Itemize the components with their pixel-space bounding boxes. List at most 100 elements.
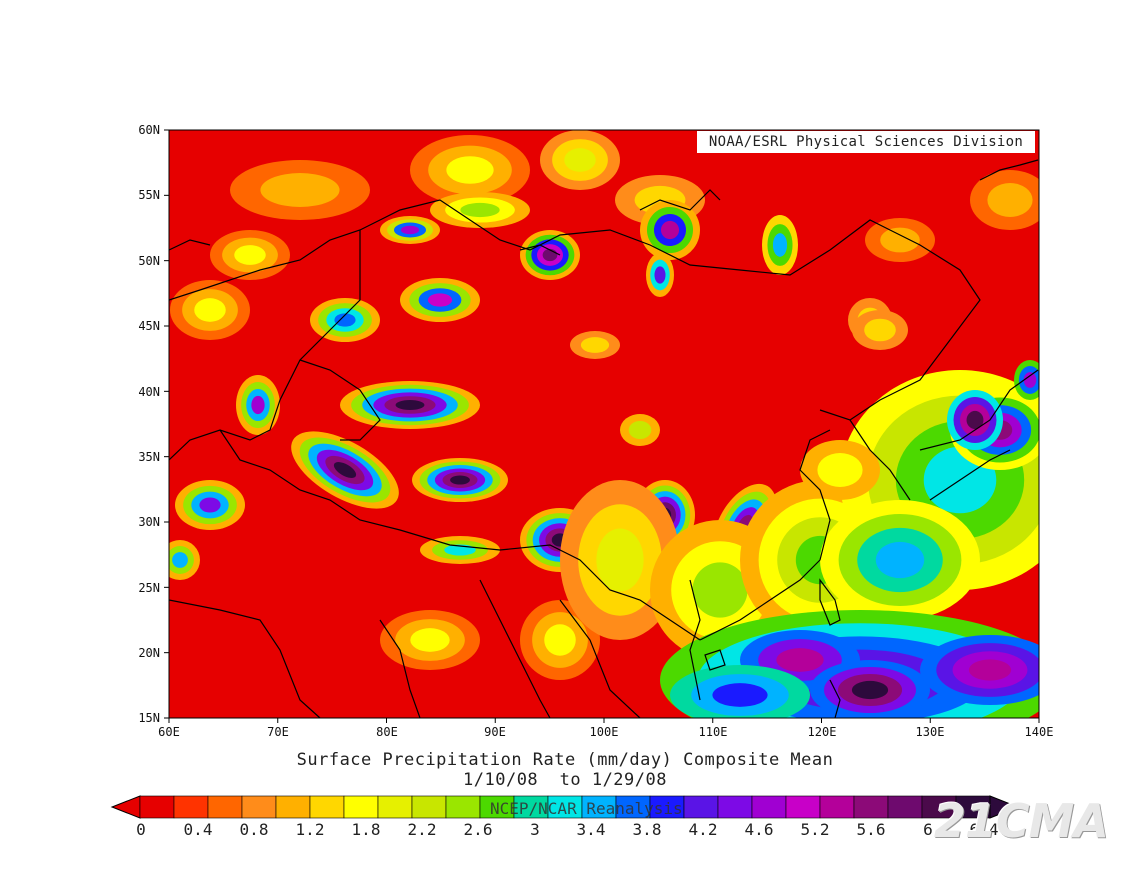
colorbar-swatch [853, 795, 889, 819]
precip-contour [234, 245, 266, 265]
watermark-logo: 21CMA [933, 794, 1109, 848]
colorbar-swatch [275, 795, 311, 819]
lat-label-20n: 20N [138, 646, 160, 660]
colorbar-swatch [207, 795, 243, 819]
precip-contour [260, 173, 340, 207]
precip-contour [864, 318, 896, 342]
precip-contour [580, 337, 610, 353]
coastline-border [169, 230, 361, 461]
colorbar-swatch [445, 795, 481, 819]
lon-label-120e: 120E [807, 725, 837, 739]
precip-contour [194, 298, 226, 322]
lat-label-55n: 55N [138, 188, 160, 202]
colorbar-swatch [139, 795, 175, 819]
colorbar-label: 2.6 [463, 820, 493, 839]
colorbar-swatch [241, 795, 277, 819]
chart-title: Surface Precipitation Rate (mm/day) Comp… [296, 750, 834, 770]
precip-contour [817, 453, 863, 487]
precip-contour [772, 233, 788, 257]
precip-contour [172, 552, 188, 568]
colorbar-label: 6 [923, 820, 933, 839]
date-range: 1/10/08 to 1/29/08 [463, 770, 667, 790]
lat-label-15n: 15N [138, 711, 160, 725]
coastline-border [689, 579, 701, 701]
colorbar-label: 0.8 [239, 820, 269, 839]
colorbar-label: 1.8 [351, 820, 381, 839]
coastline-border [519, 244, 561, 256]
lon-label-60e: 60E [158, 725, 180, 739]
precip-contour [427, 293, 453, 307]
coastline-border [849, 419, 911, 501]
colorbar-label: 0.4 [183, 820, 213, 839]
precip-contour [712, 683, 768, 707]
precip-contour [542, 248, 558, 262]
source-label: NCEP/NCAR Reanalysis [490, 799, 683, 818]
precip-contour [334, 313, 356, 327]
coastline-border [299, 359, 381, 441]
colorbar-label: 5.2 [800, 820, 830, 839]
coastline-border [699, 429, 831, 641]
precip-contour [987, 183, 1033, 217]
colorbar-label: 4.6 [744, 820, 774, 839]
coastline-border [479, 579, 551, 718]
precip-contour [968, 659, 1012, 681]
colorbar-low-arrow [110, 795, 141, 819]
colorbar-label: 6.4 [969, 820, 999, 839]
lat-label-45n: 45N [138, 319, 160, 333]
precip-contour [660, 220, 680, 240]
coastline-border [979, 159, 1039, 181]
lon-label-70e: 70E [267, 725, 289, 739]
lon-label-140e: 140E [1024, 725, 1054, 739]
lat-label-50n: 50N [138, 254, 160, 268]
lon-label-100e: 100E [589, 725, 619, 739]
lon-label-110e: 110E [698, 725, 728, 739]
precip-contour [400, 225, 420, 235]
colorbar-swatch [309, 795, 345, 819]
coastline-border [219, 429, 701, 641]
precip-contour [450, 475, 470, 485]
lat-label-35n: 35N [138, 450, 160, 464]
precip-contour [564, 148, 596, 172]
coastline-border [819, 578, 841, 626]
lat-label-30n: 30N [138, 515, 160, 529]
precip-contour [654, 266, 666, 284]
colorbar-swatch [343, 795, 379, 819]
colorbar-swatch [717, 795, 753, 819]
colorbar-swatch [819, 795, 855, 819]
precip-contour [251, 395, 265, 415]
precip-field [169, 130, 1039, 718]
colorbar-swatch [751, 795, 787, 819]
precip-contour [875, 541, 925, 579]
colorbar-label: 3.4 [576, 820, 606, 839]
precip-contour [199, 497, 221, 513]
precip-contour [851, 680, 889, 700]
coastline-border [919, 369, 1039, 451]
colorbar-swatch [377, 795, 413, 819]
coastline-border [169, 199, 981, 421]
colorbar-swatch [785, 795, 821, 819]
precip-contour [544, 624, 576, 656]
precip-contour [460, 202, 500, 218]
lat-label-25n: 25N [138, 581, 160, 595]
colorbar-label: 4.2 [688, 820, 718, 839]
colorbar-label: 3.8 [632, 820, 662, 839]
colorbar-swatch [411, 795, 447, 819]
colorbar-label: 0 [136, 820, 146, 839]
lat-label-60n: 60N [138, 123, 160, 137]
coastline-border [929, 449, 1011, 501]
lon-label-130e: 130E [915, 725, 945, 739]
credit-box: NOAA/ESRL Physical Sciences Division [697, 131, 1035, 153]
colorbar-swatch [173, 795, 209, 819]
colorbar-high-arrow [989, 795, 1020, 819]
colorbar-label: 5.6 [856, 820, 886, 839]
colorbar-label: 1.2 [295, 820, 325, 839]
precip-contour [410, 628, 450, 652]
precip-contour [628, 420, 652, 440]
lon-label-90e: 90E [484, 725, 506, 739]
precip-contour [395, 400, 425, 410]
coastline-border [704, 649, 726, 671]
precip-contour [692, 562, 748, 618]
coastline-border [639, 189, 721, 211]
